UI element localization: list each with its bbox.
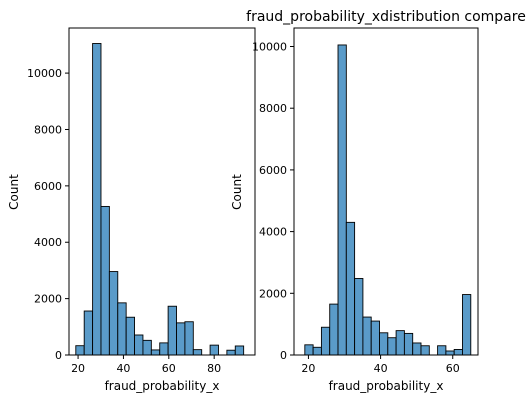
y-tick-label: 8000 xyxy=(34,123,62,136)
histogram-bar xyxy=(226,349,236,356)
y-tick-label: 4000 xyxy=(34,236,62,249)
y-axis-label: Count xyxy=(230,174,244,210)
histogram-bar xyxy=(209,344,219,356)
histogram-bar xyxy=(462,294,472,356)
histogram-bar xyxy=(354,278,364,356)
x-tick-label: 60 xyxy=(162,362,176,375)
histogram-bar xyxy=(337,44,347,356)
x-axis-label: fraud_probability_x xyxy=(105,379,220,393)
histogram-bar xyxy=(412,342,422,356)
histogram-bar xyxy=(445,350,455,356)
histogram-bar xyxy=(100,205,110,356)
histogram-bar xyxy=(453,349,463,356)
x-tick-label: 40 xyxy=(116,362,130,375)
figure-title: fraud_probability_xdistribution compare xyxy=(246,9,526,25)
histogram-bar xyxy=(329,303,339,356)
y-tick-label: 2000 xyxy=(259,287,287,300)
y-axis-label: Count xyxy=(7,174,21,210)
histogram-bar xyxy=(176,322,186,356)
histogram-bar xyxy=(92,43,102,356)
plot-frame xyxy=(293,27,479,356)
y-tick-label: 0 xyxy=(280,349,287,362)
histogram-bar xyxy=(134,334,144,356)
y-tick-label: 10000 xyxy=(27,67,62,80)
y-tick-label: 6000 xyxy=(259,164,287,177)
plot-frame xyxy=(68,27,256,356)
histogram-bar xyxy=(150,349,161,356)
x-tick-label: 20 xyxy=(301,362,315,375)
x-tick-label: 40 xyxy=(374,362,388,375)
histogram-bar xyxy=(379,332,389,356)
y-tick-label: 10000 xyxy=(252,41,287,54)
y-tick-label: 2000 xyxy=(34,293,62,306)
x-axis-label: fraud_probability_x xyxy=(329,379,444,393)
right-histogram-panel: 20 40 60 0 2000 4000 6000 8000 10000 fraud_probab… xyxy=(230,27,479,393)
histogram-bar xyxy=(167,305,177,356)
histogram-bar xyxy=(312,346,322,356)
histogram-bar xyxy=(403,332,414,356)
histogram-bar xyxy=(395,330,405,356)
histogram-bar xyxy=(192,349,203,356)
histogram-bar xyxy=(304,344,314,356)
histogram-bar xyxy=(142,339,152,356)
x-tick-label: 20 xyxy=(71,362,85,375)
histogram-bar xyxy=(420,345,430,356)
histogram-bar xyxy=(159,342,169,356)
histogram-bar xyxy=(108,271,119,356)
left-histogram-panel: 20 40 60 80 0 2000 4000 6000 8000 10000 fraud_prob… xyxy=(7,27,256,393)
x-tick-label: 80 xyxy=(207,362,221,375)
histogram-bar xyxy=(345,221,356,356)
y-tick-label: 8000 xyxy=(259,102,287,115)
histogram-bar xyxy=(370,320,380,356)
histogram-bar xyxy=(75,345,85,356)
y-tick-label: 6000 xyxy=(34,180,62,193)
y-tick-label: 4000 xyxy=(259,226,287,239)
histogram-bar xyxy=(437,345,447,356)
histogram-bar xyxy=(117,302,127,356)
y-tick-label: 0 xyxy=(55,349,62,362)
histogram-bar xyxy=(83,310,94,356)
histogram-bar xyxy=(184,321,194,356)
histogram-bar xyxy=(362,316,372,356)
x-tick-label: 60 xyxy=(446,362,460,375)
histogram-bar xyxy=(125,316,136,356)
histogram-bar xyxy=(387,337,397,356)
histogram-bar xyxy=(320,326,331,356)
histogram-bar xyxy=(234,345,245,356)
